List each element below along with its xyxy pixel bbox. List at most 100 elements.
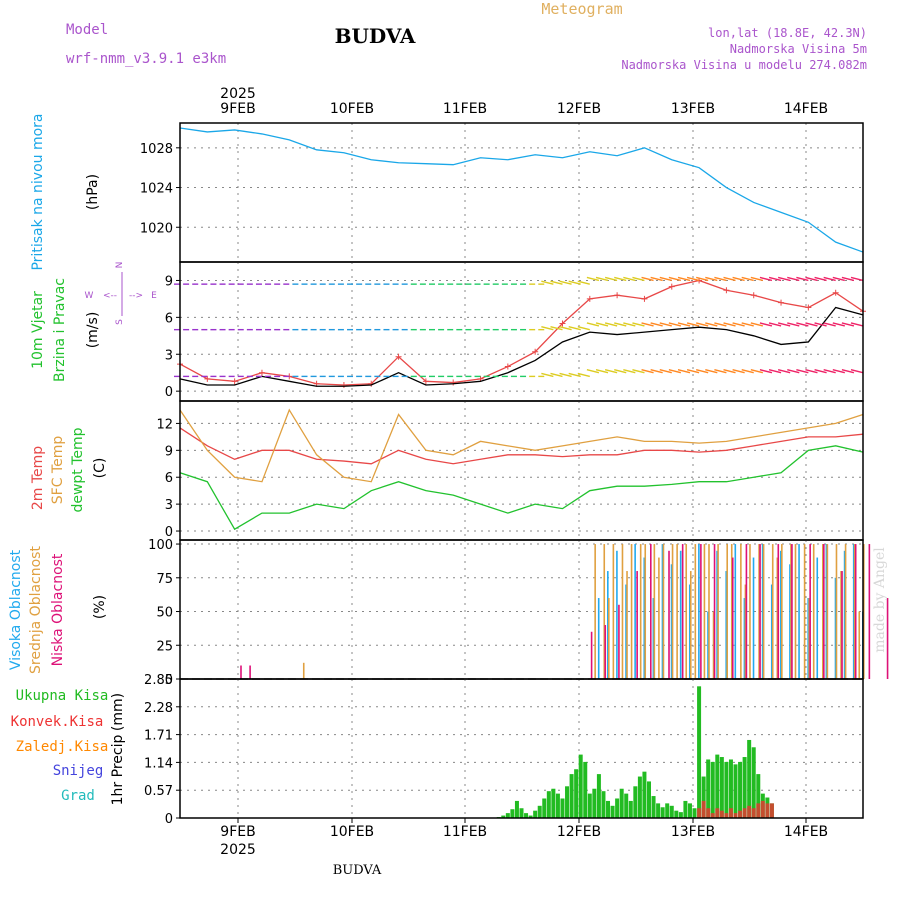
bar-visoka-oblacnost (789, 564, 791, 679)
wind-arrow (796, 276, 809, 282)
bar-ukupna-kisa (610, 805, 615, 818)
gust-marker (422, 378, 429, 385)
bar-visoka-oblacnost (807, 598, 809, 679)
bar-ukupna-kisa (501, 815, 506, 818)
wind-arrow (750, 369, 763, 374)
bar-ukupna-kisa (637, 776, 642, 818)
y-tick-label: 9 (165, 444, 173, 459)
top-day-labels: 9FEB 10FEB 11FEB 12FEB 13FEB 14FEB (220, 101, 828, 117)
bar-srednja-oblacnost (671, 544, 674, 679)
precip-ylabel: 1hr Precip (110, 735, 126, 806)
bar-ukupna-kisa (524, 813, 529, 818)
top-day-label: 9FEB (220, 101, 255, 117)
gust-marker (395, 353, 402, 360)
bar-srednja-oblacnost (621, 544, 624, 679)
bar-visoka-oblacnost (688, 584, 691, 679)
bar-srednja-oblacnost (781, 544, 783, 679)
top-day-label: 11FEB (443, 101, 487, 117)
gust-marker (750, 292, 757, 299)
wind-arrow (850, 276, 864, 282)
bar-ukupna-kisa (606, 800, 611, 818)
wind-arrow (814, 276, 827, 282)
wind-arrow (832, 322, 845, 327)
bar-srednja-oblacnost (712, 611, 715, 679)
wind-arrow (641, 369, 654, 374)
temp-ylabel-dewpt: dewpt Temp (70, 427, 86, 512)
wind-arrow (787, 276, 800, 282)
cloud-ylabel-high: Visoka Oblacnost (8, 549, 24, 670)
bar-visoka-oblacnost (670, 564, 673, 679)
y-tick-label: 75 (156, 572, 173, 587)
panel-pressure: 1028 1024 1020 (140, 122, 864, 263)
model-label: Model (66, 22, 108, 38)
wind-ylabel-1: 10m Vjetar (30, 291, 46, 369)
wind-arrow (686, 369, 700, 374)
gust-marker (778, 299, 785, 306)
wind-arrow (614, 322, 627, 327)
temp-unit: (C) (92, 458, 108, 479)
wind-arrow (632, 369, 645, 374)
series-line-pritisak (179, 127, 864, 253)
bar-srednja-oblacnost (653, 544, 656, 679)
y-tick-label: 1.14 (144, 756, 173, 771)
bar-niska-oblacnost (841, 571, 843, 679)
bar-niska-oblacnost (240, 665, 242, 679)
wind-arrow (559, 325, 572, 331)
bottom-day-label: 10FEB (330, 824, 374, 840)
wind-arrow (741, 369, 754, 374)
model-name: wrf-nmm_v3.9.1 e3km (66, 51, 226, 67)
wind-arrow (777, 276, 791, 282)
bar-niska-oblacnost (791, 544, 793, 679)
gust-marker (504, 363, 511, 370)
wind-arrow (641, 276, 654, 282)
bar-srednja-oblacnost (776, 557, 779, 679)
compass-arrow-right: --> (129, 291, 143, 301)
bar-ukupna-kisa (692, 808, 697, 818)
bar-niska-oblacnost (745, 544, 748, 679)
bar-ukupna-kisa (687, 803, 692, 818)
bar-ukupna-kisa (642, 771, 647, 818)
bar-srednja-oblacnost (676, 544, 678, 679)
bar-ukupna-kisa (546, 791, 551, 818)
wind-arrow (777, 369, 791, 374)
year-bottom: 2025 (220, 842, 256, 858)
gust-marker (614, 292, 621, 299)
series-line-dewpt-temp (179, 445, 864, 531)
bar-ukupna-kisa (533, 810, 538, 818)
bar-ukupna-kisa (560, 798, 565, 818)
wind-arrow (832, 369, 845, 374)
y-tick-label: 1.71 (144, 729, 173, 744)
y-tick-label: 0 (165, 525, 173, 540)
wind-arrow (604, 276, 618, 282)
gust-marker (668, 283, 675, 290)
wind-arrow (741, 322, 754, 327)
bar-srednja-oblacnost (662, 544, 665, 679)
bar-konvek-kisa (715, 808, 720, 818)
bar-visoka-oblacnost (634, 544, 636, 679)
bar-srednja-oblacnost (630, 544, 633, 679)
bar-ukupna-kisa (510, 809, 515, 818)
bar-visoka-oblacnost (798, 544, 800, 679)
bar-ukupna-kisa (505, 813, 510, 818)
series-line-gust (179, 279, 864, 386)
wind-arrow (850, 369, 864, 374)
bar-srednja-oblacnost (808, 598, 810, 679)
wind-arrow (750, 322, 763, 327)
bar-ukupna-kisa (728, 759, 733, 818)
y-tick-label: 2.28 (144, 701, 173, 716)
wind-arrow (677, 276, 691, 282)
bar-srednja-oblacnost (762, 544, 765, 679)
gust-marker (532, 348, 539, 355)
bar-visoka-oblacnost (707, 611, 709, 679)
bar-ukupna-kisa (628, 800, 633, 818)
y-tick-label: 25 (156, 639, 173, 654)
bar-visoka-oblacnost (679, 550, 682, 679)
bar-ukupna-kisa (551, 788, 556, 818)
wind-arrow (823, 369, 836, 374)
left-axis-labels: Pritisak na nivou mora (hPa) 10m Vjetar Brz… (8, 113, 157, 805)
bar-ukupna-kisa (724, 761, 729, 818)
bar-niska-oblacnost (636, 571, 638, 679)
precip-legend-item: Grad (61, 788, 95, 804)
bar-ukupna-kisa (710, 761, 715, 818)
bar-srednja-oblacnost (608, 598, 610, 679)
